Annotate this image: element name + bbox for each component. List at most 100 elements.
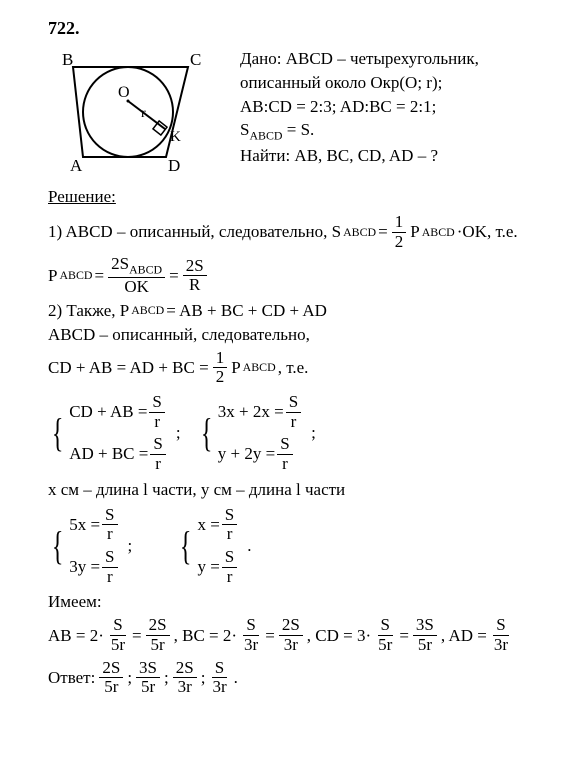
label-d: D <box>168 156 180 175</box>
label-c: C <box>190 50 201 69</box>
brace-icon: { <box>180 506 192 587</box>
sys4-r1: x = <box>197 515 219 535</box>
sys2-r2: y + 2y = <box>218 444 275 464</box>
p-f1-num: 2SABCD <box>108 255 165 277</box>
step1-sub1: ABCD <box>343 225 376 240</box>
top-row: A B C D O r K Дано: ABCD – четырехугольн… <box>48 47 556 177</box>
sys2-sep: ; <box>311 423 316 443</box>
given-l5: Найти: AB, BC, CD, AD – ? <box>240 144 556 168</box>
cd1-n: S <box>378 616 393 636</box>
step2a-sub: ABCD <box>131 303 164 318</box>
step1-mid: = <box>378 222 388 242</box>
sys1-r1-n: S <box>149 393 164 413</box>
sys4-sep: . <box>247 536 251 556</box>
brace-icon: { <box>52 393 64 474</box>
answer-label: Ответ: <box>48 668 95 688</box>
bc1-d: 3r <box>241 636 261 655</box>
note: x см – длина l части, y см – длина l час… <box>48 480 556 500</box>
frac-half1: 1 2 <box>392 213 407 251</box>
half2-num: 1 <box>213 349 228 369</box>
step1: 1) ABCD – описанный, следовательно, SABC… <box>48 213 556 251</box>
cd2-n: 3S <box>413 616 437 636</box>
problem-number: 722. <box>48 18 556 39</box>
have: Имеем: <box>48 592 556 612</box>
cd-pre: , CD = 3· <box>307 626 371 646</box>
answer-tail: . <box>234 668 238 688</box>
p-formula: PABCD = 2SABCD OK = 2S R <box>48 255 556 296</box>
sys2-r1-d: r <box>288 413 300 432</box>
bc1-n: S <box>243 616 258 636</box>
given-l1: Дано: ABCD – четырехугольник, <box>240 47 556 71</box>
step2a-rest: = AB + BC + CD + AD <box>166 301 327 321</box>
label-a: A <box>70 156 83 175</box>
given-l4-right: = S. <box>283 120 315 139</box>
a3-d: 3r <box>175 678 195 697</box>
sys3-r2-n: S <box>102 548 117 568</box>
a2-d: 5r <box>138 678 158 697</box>
p-lhs: P <box>48 266 57 286</box>
p-lhs-sub: ABCD <box>59 268 92 283</box>
step2c-lhs: CD + AB = AD + BC = <box>48 358 209 378</box>
p-f1-num-t: 2S <box>111 254 129 273</box>
a1-n: 2S <box>99 659 123 679</box>
p-f1-num-sub: ABCD <box>129 263 162 277</box>
p-f1: 2SABCD OK <box>108 255 165 296</box>
sys4-r2: y = <box>197 557 219 577</box>
sys1-sep: ; <box>176 423 181 443</box>
sys2: { 3x + 2x = Sr y + 2y = Sr <box>197 393 304 474</box>
p-eq2: = <box>169 266 179 286</box>
sys3: { 5x = Sr 3y = Sr <box>48 506 120 587</box>
answer: Ответ: 2S5r ; 3S5r ; 2S3r ; S3r . <box>48 659 556 697</box>
given-l4: SABCD = S. <box>240 118 556 144</box>
label-k: K <box>170 129 181 145</box>
ab1-d: 5r <box>108 636 128 655</box>
bc2-d: 3r <box>281 636 301 655</box>
given-block: Дано: ABCD – четырехугольник, описанный … <box>240 47 556 177</box>
bc-eq: = <box>265 626 275 646</box>
bc2-n: 2S <box>279 616 303 636</box>
ad-pre: , AD = <box>441 626 487 646</box>
step2a: 2) Также, PABCD = AB + BC + CD + AD <box>48 301 556 321</box>
systems-row2: { 5x = Sr 3y = Sr ; { x = Sr y = Sr . <box>48 504 556 589</box>
sys3-r1-d: r <box>104 525 116 544</box>
sys2-r2-n: S <box>277 435 292 455</box>
given-l3: AB:CD = 2:3; AD:BC = 2:1; <box>240 95 556 119</box>
cd1-d: 5r <box>375 636 395 655</box>
step2c-sub: ABCD <box>243 360 276 375</box>
ab-pre: AB = 2· <box>48 626 104 646</box>
sys1-r2: AD + BC = <box>69 444 148 464</box>
p-eq: = <box>95 266 105 286</box>
step2c-tail: , т.е. <box>278 358 309 378</box>
a4-d: 3r <box>209 678 229 697</box>
systems-row1: { CD + AB = Sr AD + BC = Sr ; { 3x + 2x … <box>48 391 556 476</box>
sep1: ; <box>127 668 132 688</box>
sys1: { CD + AB = Sr AD + BC = Sr <box>48 393 168 474</box>
half2-den: 2 <box>213 368 228 387</box>
results: AB = 2· S5r = 2S5r , BC = 2· S3r = 2S3r … <box>48 616 556 654</box>
brace-icon: { <box>52 506 64 587</box>
brace-icon: { <box>200 393 212 474</box>
sys2-r1-n: S <box>286 393 301 413</box>
sys4-r2-n: S <box>222 548 237 568</box>
ab1-n: S <box>110 616 125 636</box>
label-b: B <box>62 50 73 69</box>
solution-title: Решение: <box>48 187 556 207</box>
half-num: 1 <box>392 213 407 233</box>
step1-sub2: ABCD <box>422 225 455 240</box>
ad-d: 3r <box>491 636 511 655</box>
p-f2-den: R <box>186 276 203 295</box>
step2b: ABCD – описанный, следовательно, <box>48 325 556 345</box>
frac-half2: 1 2 <box>213 349 228 387</box>
given-l4-sub: ABCD <box>249 129 282 143</box>
sys3-sep: ; <box>128 536 133 556</box>
bc-pre: , BC = 2· <box>174 626 237 646</box>
cd-eq: = <box>399 626 409 646</box>
given-l2: описанный около Окр(O; r); <box>240 71 556 95</box>
label-r: r <box>141 106 146 121</box>
a4-n: S <box>212 659 227 679</box>
sys1-r2-d: r <box>152 455 164 474</box>
sys1-r2-n: S <box>150 435 165 455</box>
step2c-p: P <box>231 358 240 378</box>
cd2-d: 5r <box>415 636 435 655</box>
sys1-r1: CD + AB = <box>69 402 147 422</box>
